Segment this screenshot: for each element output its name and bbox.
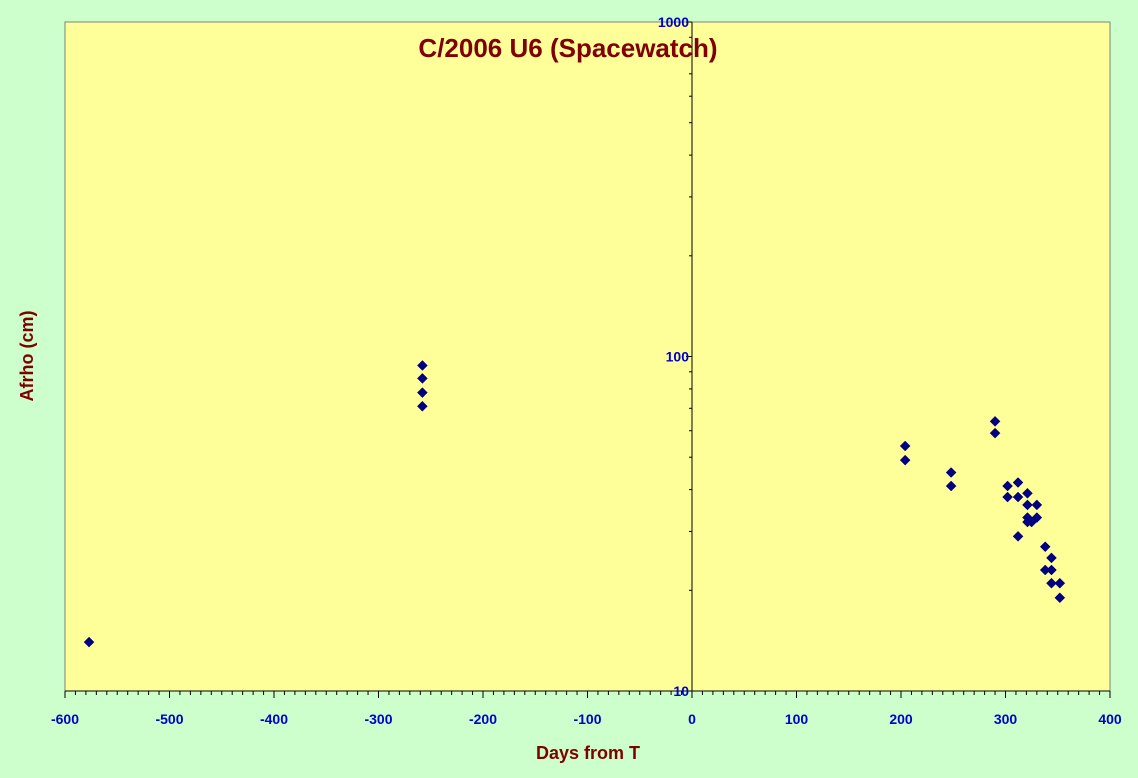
data-point <box>417 400 428 412</box>
y-tick-label: 10 <box>673 683 689 699</box>
data-point <box>1012 477 1024 488</box>
data-point <box>1046 552 1057 564</box>
data-point <box>1012 530 1024 542</box>
data-point <box>899 440 911 452</box>
x-tick-label: 0 <box>688 711 696 727</box>
y-axis-title: Afrho (cm) <box>17 311 37 402</box>
data-point <box>1022 487 1033 499</box>
data-point <box>1031 499 1043 511</box>
data-point <box>1002 491 1013 503</box>
data-point <box>1039 541 1051 553</box>
x-tick-label: 100 <box>785 711 809 727</box>
x-tick-label: -200 <box>469 711 497 727</box>
data-point <box>945 480 957 492</box>
data-point <box>1054 592 1066 604</box>
data-point <box>1012 491 1024 503</box>
data-point <box>417 387 428 398</box>
data-points <box>83 360 1066 648</box>
data-point <box>1002 480 1013 492</box>
data-point <box>83 636 95 648</box>
x-tick-label: 300 <box>994 711 1018 727</box>
data-point <box>1046 577 1057 589</box>
chart-title: C/2006 U6 (Spacewatch) <box>418 33 717 63</box>
plot-area <box>64 21 1111 692</box>
x-tick-label: 200 <box>889 711 913 727</box>
x-tick-label: -300 <box>364 711 392 727</box>
data-point <box>989 415 1001 427</box>
x-tick-label: -100 <box>573 711 601 727</box>
data-point <box>1022 499 1033 511</box>
x-tick-label: -600 <box>51 711 79 727</box>
x-tick-label: -500 <box>155 711 183 727</box>
data-point <box>1054 577 1066 589</box>
data-point <box>1031 512 1043 523</box>
data-point <box>417 373 428 384</box>
data-point <box>945 467 957 478</box>
y-tick-label: 1000 <box>658 14 689 30</box>
data-point <box>1046 564 1057 576</box>
data-point <box>989 427 1001 439</box>
data-point <box>899 454 911 466</box>
axes-layer: -600 -500 -400 -300 -200 -100 0 100 200 300 400 10 1… <box>51 14 1122 727</box>
y-tick-label: 100 <box>666 349 690 365</box>
data-point <box>417 360 428 371</box>
x-tick-label: 400 <box>1098 711 1122 727</box>
x-tick-label: -400 <box>260 711 288 727</box>
x-axis-title: Days from T <box>536 743 640 763</box>
